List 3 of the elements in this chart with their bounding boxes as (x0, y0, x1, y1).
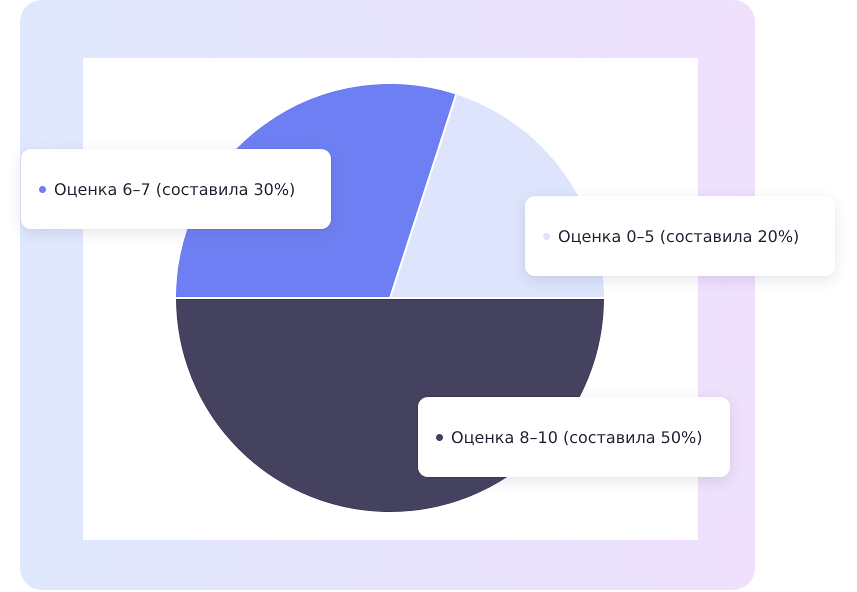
legend-label: Оценка 6–7 (составила 30%) (54, 180, 296, 198)
legend-label: Оценка 8–10 (составила 50%) (451, 428, 702, 446)
legend-label: Оценка 0–5 (составила 20%) (558, 226, 800, 246)
